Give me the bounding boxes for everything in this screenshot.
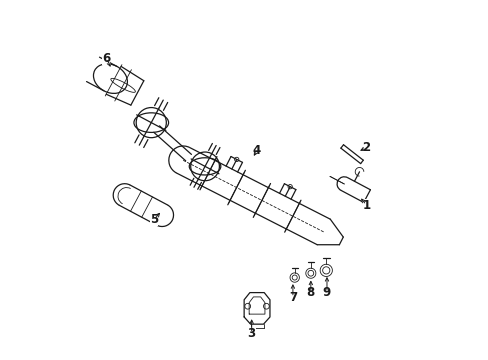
Text: 4: 4: [252, 144, 261, 157]
Text: 9: 9: [322, 287, 330, 300]
Text: 5: 5: [150, 213, 158, 226]
Text: 2: 2: [362, 141, 370, 154]
Text: 6: 6: [102, 51, 110, 64]
Text: 8: 8: [306, 287, 314, 300]
Text: 1: 1: [362, 199, 370, 212]
Text: 7: 7: [288, 291, 296, 304]
Text: 3: 3: [247, 327, 255, 340]
